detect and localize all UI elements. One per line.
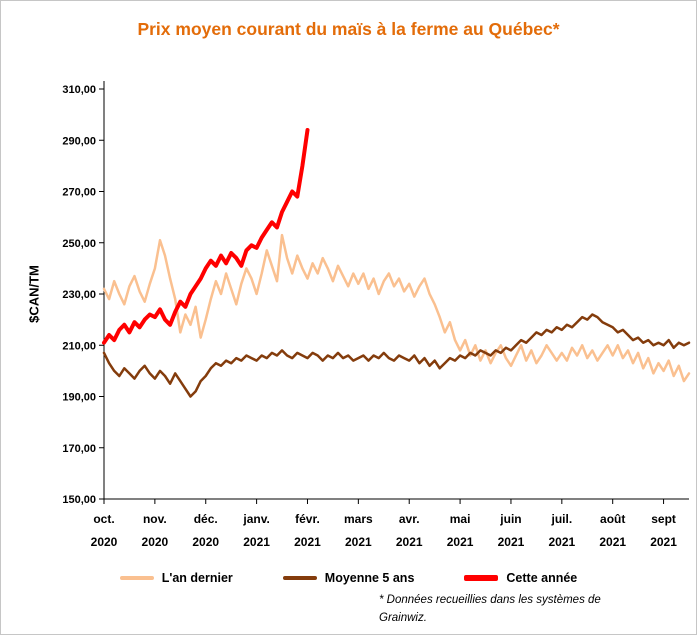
y-tick-label: 310,00 <box>62 84 96 96</box>
x-tick-label-year: 2021 <box>498 535 525 549</box>
legend-swatch-moyenne-5-ans <box>282 575 317 581</box>
chart-title: Prix moyen courant du maïs à la ferme au… <box>137 19 560 39</box>
y-tick-label: 210,00 <box>62 340 96 352</box>
y-tick-label: 190,00 <box>62 392 96 404</box>
x-tick-label-month: juil. <box>550 512 572 526</box>
x-tick-label-month: déc. <box>194 512 218 526</box>
x-tick-label-month: mai <box>450 512 471 526</box>
x-tick-label-month: juin <box>499 512 521 526</box>
y-tick-label: 150,00 <box>62 494 96 506</box>
x-tick-label-year: 2021 <box>243 535 270 549</box>
x-tick-label-month: janv. <box>242 512 269 526</box>
legend-swatch-lan-dernier <box>119 575 154 581</box>
x-tick-label-month: mars <box>344 512 373 526</box>
x-tick-label-year: 2021 <box>294 535 321 549</box>
x-tick-label-month: févr. <box>295 512 320 526</box>
y-tick-label: 270,00 <box>62 187 96 199</box>
x-tick-label-year: 2020 <box>192 535 219 549</box>
legend: L'an dernier Moyenne 5 ans Cette année <box>1 571 696 585</box>
x-tick-label-year: 2021 <box>396 535 423 549</box>
y-tick-label: 170,00 <box>62 443 96 455</box>
legend-label-moyenne-5-ans: Moyenne 5 ans <box>324 571 415 585</box>
x-tick-label-month: avr. <box>399 512 420 526</box>
x-tick-label-month: août <box>600 512 625 526</box>
y-tick-label: 250,00 <box>62 238 96 250</box>
x-tick-label-year: 2021 <box>345 535 372 549</box>
legend-item-lan-dernier[interactable]: L'an dernier <box>119 571 233 585</box>
footnote: * Données recueillies dans les systèmes … <box>379 594 601 624</box>
y-tick-label: 290,00 <box>62 135 96 147</box>
x-tick-label-month: oct. <box>93 512 114 526</box>
series-line-lan-dernier <box>102 233 691 383</box>
legend-label-cette-annee: Cette année <box>506 571 578 585</box>
series-line-moyenne-5-ans <box>102 313 691 398</box>
x-tick-label-year: 2021 <box>548 535 575 549</box>
x-tick-label-year: 2021 <box>599 535 626 549</box>
x-tick-label-month: sept <box>651 512 676 526</box>
x-tick-label-year: 2021 <box>650 535 677 549</box>
legend-item-moyenne-5-ans[interactable]: Moyenne 5 ans <box>282 571 415 585</box>
y-tick-label: 230,00 <box>62 289 96 301</box>
x-tick-label-year: 2020 <box>142 535 169 549</box>
series-line-cette-annee <box>102 128 310 345</box>
legend-swatch-cette-annee <box>464 575 499 581</box>
x-tick-label-year: 2020 <box>91 535 118 549</box>
legend-label-lan-dernier: L'an dernier <box>161 571 233 585</box>
x-tick-label-year: 2021 <box>447 535 474 549</box>
legend-item-cette-annee[interactable]: Cette année <box>464 571 577 585</box>
plot-svg: 150,00 170,00 190,00 210,00 230,00 250,00 270,… <box>62 81 691 549</box>
x-tick-label-month: nov. <box>143 512 167 526</box>
